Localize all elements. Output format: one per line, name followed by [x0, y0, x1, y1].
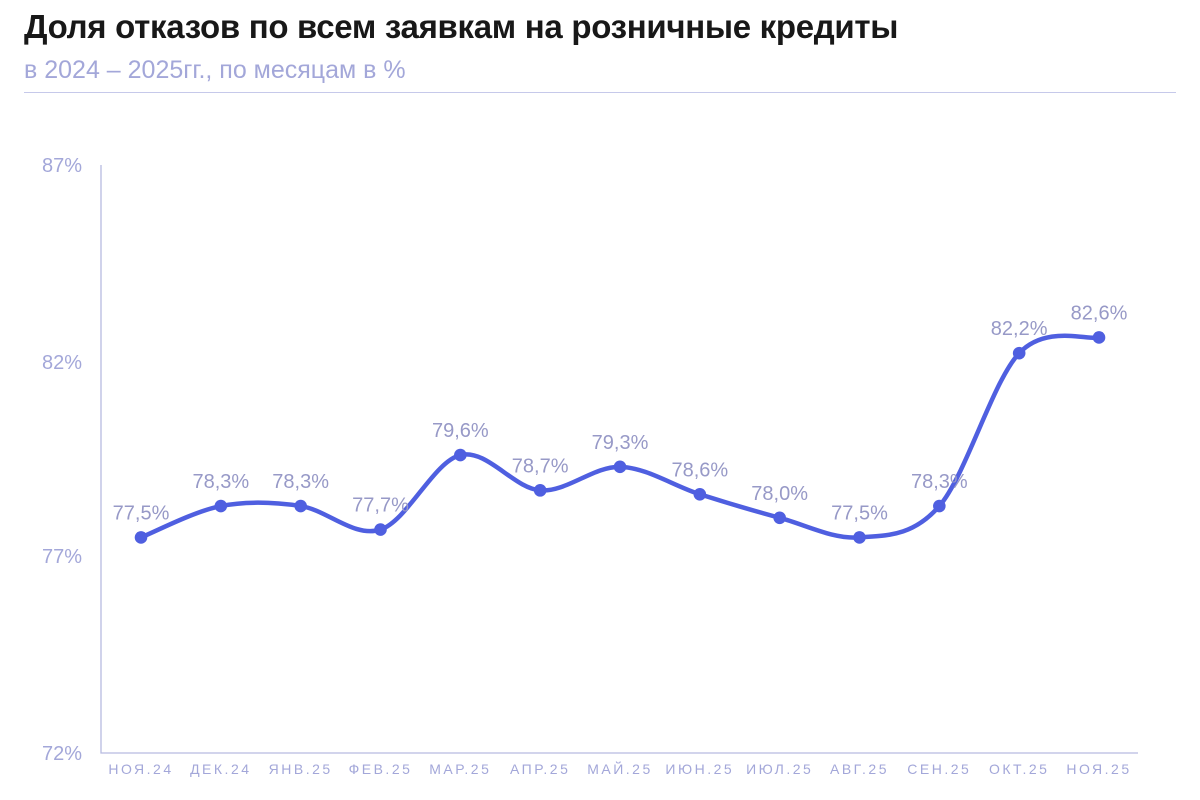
svg-text:МАЙ.25: МАЙ.25: [587, 760, 653, 777]
svg-text:87%: 87%: [42, 155, 82, 177]
svg-text:78,3%: 78,3%: [911, 471, 968, 493]
svg-text:79,3%: 79,3%: [592, 432, 649, 454]
svg-text:78,3%: 78,3%: [272, 471, 329, 493]
svg-text:77,7%: 77,7%: [352, 495, 409, 517]
svg-text:82,2%: 82,2%: [991, 318, 1048, 340]
svg-text:АПР.25: АПР.25: [510, 761, 570, 777]
svg-text:ЯНВ.25: ЯНВ.25: [269, 761, 333, 777]
svg-text:78,6%: 78,6%: [671, 459, 728, 481]
svg-text:77,5%: 77,5%: [831, 502, 888, 524]
svg-text:ДЕК.24: ДЕК.24: [190, 761, 251, 777]
svg-text:77%: 77%: [42, 546, 82, 568]
svg-text:ИЮЛ.25: ИЮЛ.25: [746, 761, 813, 777]
svg-text:72%: 72%: [42, 743, 82, 765]
svg-text:НОЯ.25: НОЯ.25: [1066, 761, 1131, 777]
svg-text:77,5%: 77,5%: [113, 502, 170, 524]
svg-text:82,6%: 82,6%: [1071, 302, 1128, 324]
svg-text:ИЮН.25: ИЮН.25: [665, 761, 734, 777]
svg-text:ФЕВ.25: ФЕВ.25: [349, 761, 413, 777]
svg-text:78,0%: 78,0%: [751, 483, 808, 505]
svg-text:82%: 82%: [42, 352, 82, 374]
svg-text:НОЯ.24: НОЯ.24: [108, 761, 173, 777]
svg-text:ОКТ.25: ОКТ.25: [989, 761, 1050, 777]
svg-text:АВГ.25: АВГ.25: [830, 761, 889, 777]
svg-text:МАР.25: МАР.25: [429, 761, 491, 777]
svg-text:79,6%: 79,6%: [432, 420, 489, 442]
svg-text:78,3%: 78,3%: [192, 471, 249, 493]
svg-text:78,7%: 78,7%: [512, 455, 569, 477]
svg-text:СЕН.25: СЕН.25: [907, 761, 971, 777]
